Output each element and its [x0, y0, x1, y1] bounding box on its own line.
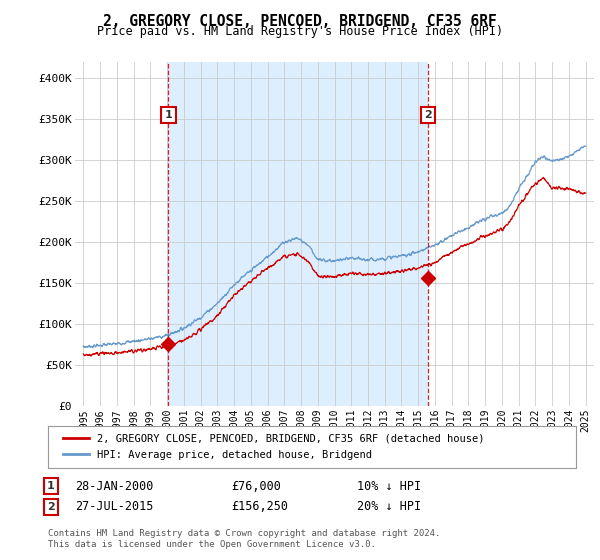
Text: 2: 2 — [47, 502, 55, 512]
Text: 20% ↓ HPI: 20% ↓ HPI — [357, 500, 421, 514]
Text: 1: 1 — [47, 481, 55, 491]
Text: 28-JAN-2000: 28-JAN-2000 — [75, 479, 154, 493]
Text: Contains HM Land Registry data © Crown copyright and database right 2024.
This d: Contains HM Land Registry data © Crown c… — [48, 529, 440, 549]
Text: 2: 2 — [424, 110, 431, 120]
Text: 1: 1 — [164, 110, 172, 120]
Text: 27-JUL-2015: 27-JUL-2015 — [75, 500, 154, 514]
Legend: 2, GREGORY CLOSE, PENCOED, BRIDGEND, CF35 6RF (detached house), HPI: Average pri: 2, GREGORY CLOSE, PENCOED, BRIDGEND, CF3… — [58, 430, 488, 464]
Text: 10% ↓ HPI: 10% ↓ HPI — [357, 479, 421, 493]
Bar — [169, 62, 428, 406]
Text: Price paid vs. HM Land Registry's House Price Index (HPI): Price paid vs. HM Land Registry's House … — [97, 25, 503, 38]
Text: 2, GREGORY CLOSE, PENCOED, BRIDGEND, CF35 6RF: 2, GREGORY CLOSE, PENCOED, BRIDGEND, CF3… — [103, 14, 497, 29]
Text: £156,250: £156,250 — [231, 500, 288, 514]
Text: £76,000: £76,000 — [231, 479, 281, 493]
